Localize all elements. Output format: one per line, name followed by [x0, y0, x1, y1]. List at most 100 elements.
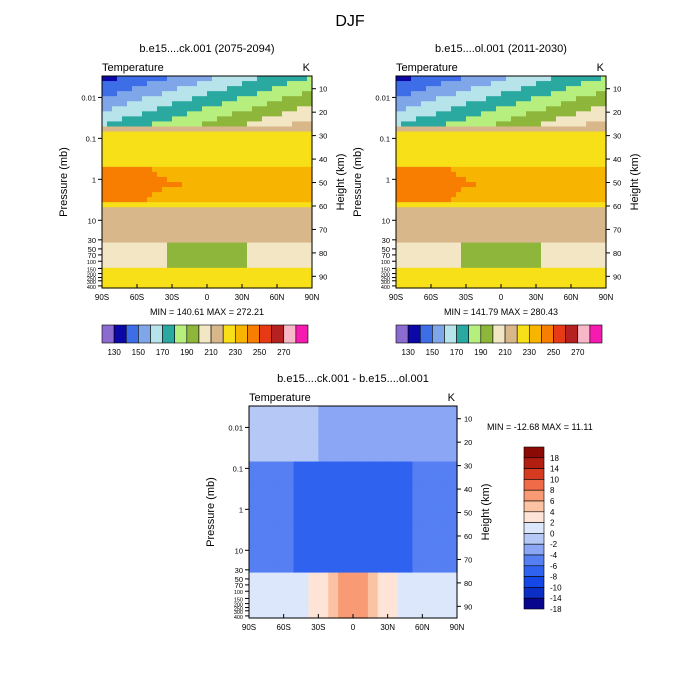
field-cell [132, 212, 138, 218]
field-cell [132, 126, 138, 133]
field-cell [397, 406, 404, 412]
field-cell [308, 522, 314, 528]
field-cell [283, 466, 290, 473]
field-cell [526, 277, 532, 284]
field-cell [152, 282, 158, 289]
field-cell [177, 131, 183, 138]
field-cell [267, 121, 273, 128]
field-cell [162, 237, 168, 244]
field-cell [367, 421, 374, 427]
field-cell [377, 501, 384, 508]
field-cell [362, 547, 369, 553]
field-cell [343, 537, 349, 543]
field-cell [411, 131, 417, 138]
field-cell [382, 506, 389, 513]
field-cell [253, 491, 260, 498]
field-cell [298, 577, 305, 584]
field-cell [396, 141, 402, 148]
field-cell [372, 471, 379, 478]
field-cell [249, 506, 255, 513]
field-cell [132, 222, 138, 229]
field-cell [217, 197, 223, 203]
field-cell [207, 247, 213, 254]
field-cell [451, 101, 457, 107]
field-cell [516, 207, 522, 213]
field-cell [273, 512, 280, 518]
field-cell [338, 562, 344, 569]
field-cell [511, 151, 517, 158]
field-cell [288, 547, 295, 553]
field-cell [272, 101, 278, 107]
field-cell [277, 166, 283, 173]
field-cell [237, 197, 243, 203]
field-cell [382, 577, 389, 584]
field-cell [107, 187, 113, 193]
field-cell [117, 192, 123, 198]
field-cell [249, 572, 255, 579]
height-tick-label: 80 [613, 249, 621, 258]
field-cell [491, 232, 497, 239]
field-cell [258, 446, 265, 453]
field-cell [426, 217, 432, 223]
field-cell [167, 202, 173, 208]
min-max-label: MIN = 141.79 MAX = 280.43 [444, 307, 558, 317]
field-cell [506, 222, 512, 229]
field-cell [303, 476, 310, 483]
field-cell [571, 141, 577, 148]
field-cell [157, 187, 163, 193]
field-cell [501, 96, 507, 102]
field-cell [313, 501, 319, 508]
field-cell [227, 272, 233, 279]
field-cell [401, 262, 407, 269]
field-cell [297, 217, 303, 223]
field-cell [197, 192, 203, 198]
field-cell [516, 146, 522, 153]
field-cell [253, 476, 260, 483]
field-cell [328, 501, 334, 508]
field-cell [227, 156, 233, 163]
field-cell [268, 496, 275, 503]
field-cell [192, 182, 198, 188]
field-cell [401, 187, 407, 193]
field-cell [273, 471, 280, 478]
field-cell [372, 431, 379, 437]
field-cell [142, 131, 148, 138]
field-cell [127, 126, 133, 133]
field-cell [263, 471, 270, 478]
field-cell [298, 612, 305, 619]
field-cell [122, 141, 128, 148]
field-cell [377, 471, 384, 478]
field-cell [192, 86, 198, 92]
field-cell [392, 572, 399, 579]
field-cell [561, 96, 567, 102]
field-cell [282, 136, 288, 143]
field-cell [252, 76, 258, 82]
field-cell [263, 481, 270, 488]
field-cell [446, 182, 452, 188]
field-cell [521, 197, 527, 203]
field-cell [288, 567, 295, 574]
field-cell [107, 81, 113, 87]
field-cell [546, 227, 552, 234]
field-cell [387, 552, 394, 559]
field-cell [456, 76, 462, 82]
field-cell [451, 187, 457, 193]
field-cell [521, 106, 527, 112]
field-cell [338, 537, 344, 543]
field-cell [182, 282, 188, 289]
field-cell [307, 121, 313, 128]
field-cell [297, 197, 303, 203]
field-cell [546, 242, 552, 249]
field-cell [353, 476, 359, 483]
field-cell [313, 602, 319, 609]
field-cell [446, 136, 452, 143]
field-cell [531, 166, 537, 173]
field-cell [132, 267, 138, 274]
field-cell [167, 81, 173, 87]
field-cell [566, 106, 572, 112]
field-cell [182, 267, 188, 274]
field-cell [481, 86, 487, 92]
field-cell [333, 607, 339, 614]
field-cell [536, 227, 542, 234]
field-cell [596, 257, 602, 264]
